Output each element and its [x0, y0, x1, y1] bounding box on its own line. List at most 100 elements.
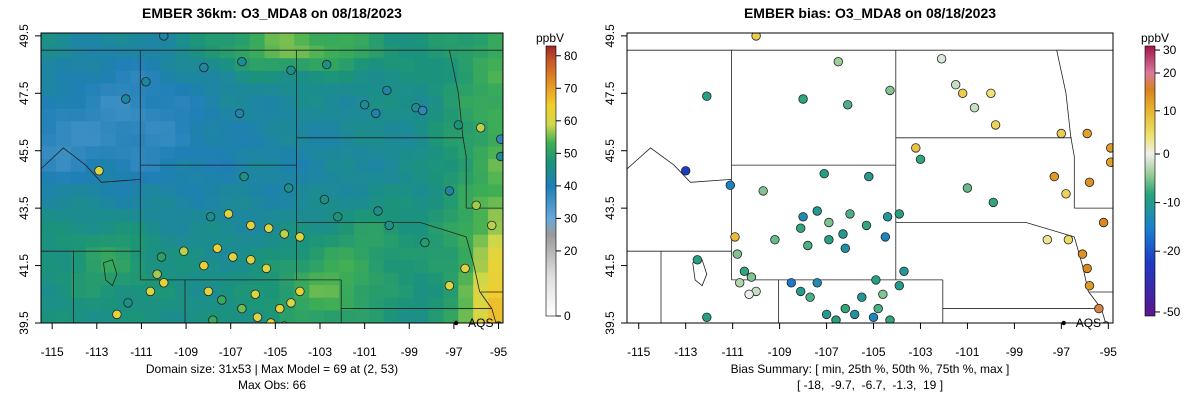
heatmap-cell: [264, 234, 281, 248]
colorbar-tick-label-5: 20: [1163, 66, 1177, 80]
heatmap-cell: [264, 33, 281, 47]
heatmap-cell: [100, 196, 117, 211]
heatmap-cell: [413, 310, 430, 323]
station-point-1: [833, 57, 844, 67]
station-point-59: [208, 315, 218, 323]
heatmap-cell: [413, 146, 430, 160]
heatmap-cell: [41, 171, 57, 185]
heatmap-cell: [473, 209, 489, 223]
heatmap-cell: [100, 247, 117, 261]
heatmap-cell: [294, 184, 310, 198]
heatmap-cell: [443, 297, 459, 311]
x-tick-label-5: -105: [862, 345, 886, 359]
heatmap-cell: [279, 121, 295, 135]
heatmap-cell: [353, 310, 370, 323]
heatmap-cell: [353, 58, 370, 72]
right-colorbar-ticks: -50 -20 -10 0 10 20 30: [1155, 43, 1181, 319]
heatmap-cell: [70, 310, 87, 323]
heatmap-cell: [443, 146, 459, 160]
heatmap-cell: [115, 209, 132, 223]
heatmap-cell: [145, 171, 161, 185]
heatmap-cell: [55, 196, 72, 211]
heatmap-cell: [488, 159, 503, 173]
heatmap-cell: [130, 222, 146, 236]
heatmap-cell: [190, 196, 206, 211]
heatmap-cell: [264, 83, 281, 97]
station-point-26: [319, 194, 330, 205]
station-point-28: [373, 206, 383, 216]
station-point-45: [803, 240, 813, 251]
station-point-44: [861, 220, 872, 231]
heatmap-cell: [130, 146, 146, 160]
station-point-47: [123, 298, 133, 308]
station-point-48: [112, 309, 122, 320]
station-point-17: [460, 263, 470, 274]
station-point-36: [845, 209, 855, 219]
heatmap-cell: [55, 259, 72, 274]
heatmap-cell: [279, 209, 295, 223]
heatmap-cell: [294, 272, 310, 286]
heatmap-cell: [204, 259, 221, 274]
right-bias-points: [681, 33, 1113, 323]
heatmap-cell: [368, 184, 385, 198]
heatmap-cell: [41, 70, 57, 85]
heatmap-cell: [264, 96, 281, 110]
heatmap-cell: [458, 45, 474, 59]
station-point-37: [882, 212, 893, 222]
heatmap-cell: [324, 272, 340, 286]
heatmap-cell: [160, 83, 176, 97]
heatmap-cell: [309, 234, 325, 248]
heatmap-cell: [130, 247, 146, 261]
heatmap-cell: [398, 310, 415, 323]
heatmap-cell: [473, 222, 489, 236]
heatmap-cell: [383, 196, 400, 211]
heatmap-cell: [398, 58, 415, 72]
x-tick-label-8: -99: [1006, 345, 1024, 359]
heatmap-cell: [339, 209, 355, 223]
heatmap-cell: [443, 70, 459, 85]
heatmap-cell: [70, 222, 87, 236]
heatmap-cell: [175, 272, 191, 286]
heatmap-cell: [219, 146, 236, 160]
heatmap-cell: [324, 83, 340, 97]
heatmap-cell: [324, 222, 340, 236]
heatmap-cell: [309, 222, 325, 236]
heatmap-cell: [443, 133, 459, 148]
heatmap-cell: [473, 159, 489, 173]
heatmap-cell: [413, 58, 430, 72]
left-y-axis: 39.5 41.5 43.5 45.5 47.5 49.5: [17, 24, 41, 335]
heatmap-cell: [70, 45, 87, 59]
heatmap-cell: [353, 184, 370, 198]
heatmap-cell: [55, 171, 72, 185]
heatmap-cell: [324, 133, 340, 148]
heatmap-cell: [488, 33, 503, 47]
heatmap-cell: [249, 121, 266, 135]
heatmap-cell: [413, 297, 430, 311]
heatmap-cell: [190, 171, 206, 185]
heatmap-cell: [413, 196, 430, 211]
heatmap-cell: [130, 96, 146, 110]
heatmap-cell: [70, 259, 87, 274]
colorbar-tick-label-4: 50: [564, 146, 578, 160]
heatmap-cell: [234, 133, 251, 148]
heatmap-cell: [353, 297, 370, 311]
heatmap-cell: [145, 146, 161, 160]
heatmap-cell: [428, 70, 444, 85]
heatmap-cell: [279, 247, 295, 261]
heatmap-cell: [249, 272, 266, 286]
station-point-0: [751, 33, 761, 41]
heatmap-cell: [175, 58, 191, 72]
heatmap-cell: [115, 146, 132, 160]
y-tick-label-2: 43.5: [17, 196, 31, 220]
heatmap-cell: [249, 96, 266, 110]
state-border-2: [41, 147, 141, 183]
heatmap-cell: [279, 83, 295, 97]
heatmap-cell: [219, 133, 236, 148]
heatmap-cell: [249, 45, 266, 59]
heatmap-cell: [458, 83, 474, 97]
y-tick-label-4: 47.5: [603, 81, 617, 105]
heatmap-cell: [443, 259, 459, 274]
station-point-68: [885, 315, 895, 323]
y-tick-label-5: 49.5: [603, 24, 617, 48]
heatmap-cell: [488, 121, 503, 135]
